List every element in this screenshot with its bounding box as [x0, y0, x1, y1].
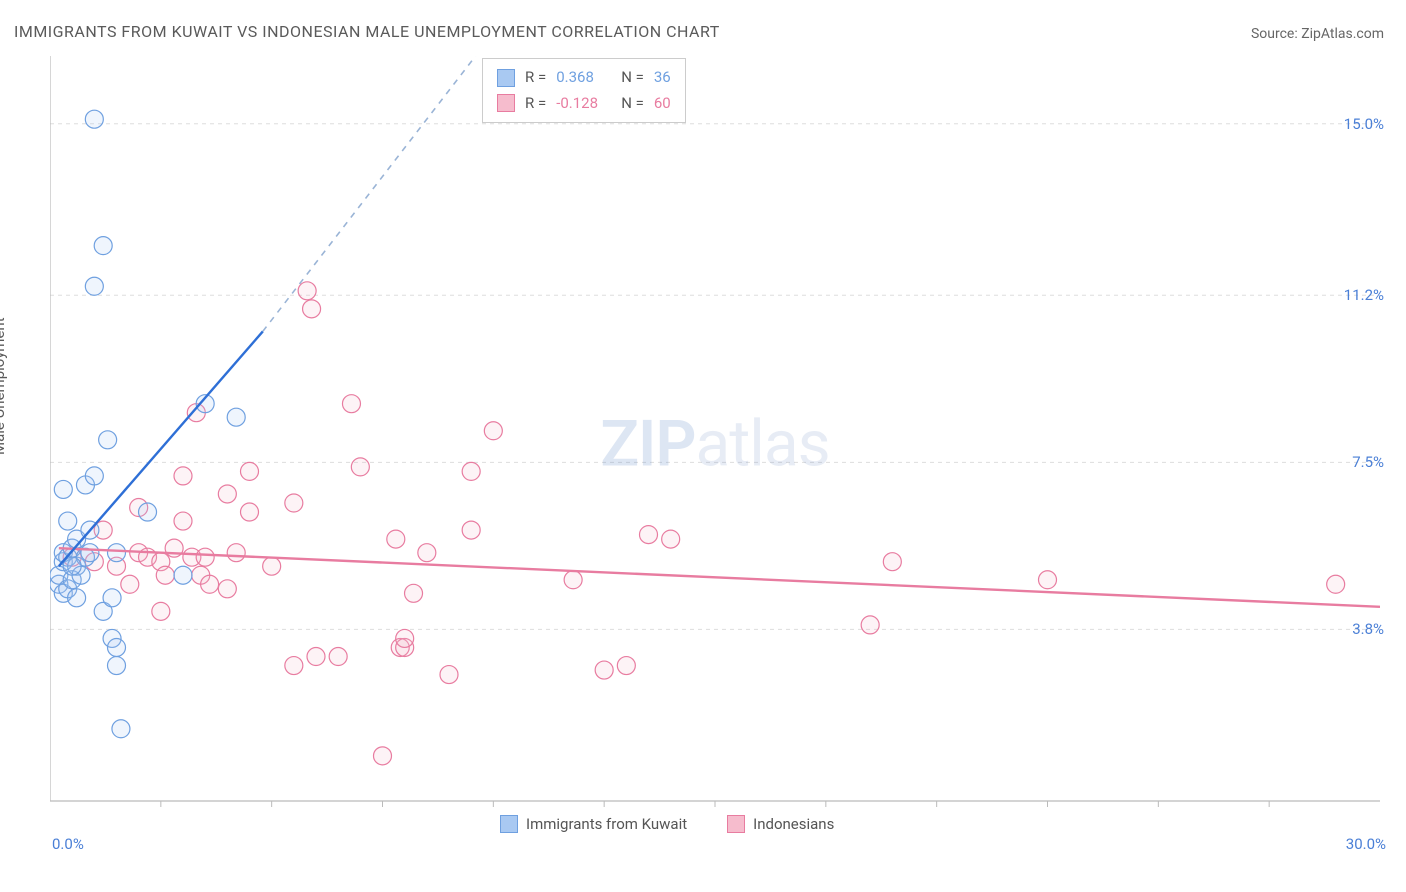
swatch-indonesian	[497, 94, 515, 112]
legend-row-kuwait: R = 0.368 N = 36	[497, 65, 671, 91]
r-label-b: R =	[525, 91, 546, 117]
source-label: Source: ZipAtlas.com	[1251, 26, 1384, 42]
r-value-a: 0.368	[556, 65, 611, 91]
series-legend: Immigrants from Kuwait Indonesians	[500, 815, 834, 833]
y-tick-label: 15.0%	[1324, 115, 1384, 133]
plot-area: ZIPatlas R = 0.368 N = 36 R = -0.128 N =…	[50, 56, 1380, 831]
y-tick-label: 11.2%	[1324, 286, 1384, 304]
chart-title: IMMIGRANTS FROM KUWAIT VS INDONESIAN MAL…	[14, 22, 720, 41]
swatch-kuwait-icon	[500, 815, 518, 833]
y-tick-label: 7.5%	[1324, 453, 1384, 471]
x-tick-min: 0.0%	[52, 835, 84, 853]
scatter-plot-svg	[50, 56, 1380, 831]
chart-container: IMMIGRANTS FROM KUWAIT VS INDONESIAN MAL…	[0, 0, 1406, 892]
swatch-indonesian-icon	[727, 815, 745, 833]
n-label-b: N =	[621, 91, 644, 117]
legend-item-kuwait: Immigrants from Kuwait	[500, 815, 687, 833]
legend-item-indonesian: Indonesians	[727, 815, 834, 833]
y-tick-label: 3.8%	[1324, 620, 1384, 638]
legend-label-kuwait: Immigrants from Kuwait	[526, 815, 687, 833]
r-label-a: R =	[525, 65, 546, 91]
correlation-legend: R = 0.368 N = 36 R = -0.128 N = 60	[482, 58, 686, 123]
y-axis-label: Male Unemployment	[0, 317, 8, 455]
r-value-b: -0.128	[556, 91, 611, 117]
n-value-b: 60	[654, 91, 671, 117]
legend-row-indonesian: R = -0.128 N = 60	[497, 91, 671, 117]
n-value-a: 36	[654, 65, 671, 91]
x-tick-max: 30.0%	[1346, 835, 1386, 853]
n-label-a: N =	[621, 65, 644, 91]
legend-label-indonesian: Indonesians	[753, 815, 834, 833]
swatch-kuwait	[497, 69, 515, 87]
